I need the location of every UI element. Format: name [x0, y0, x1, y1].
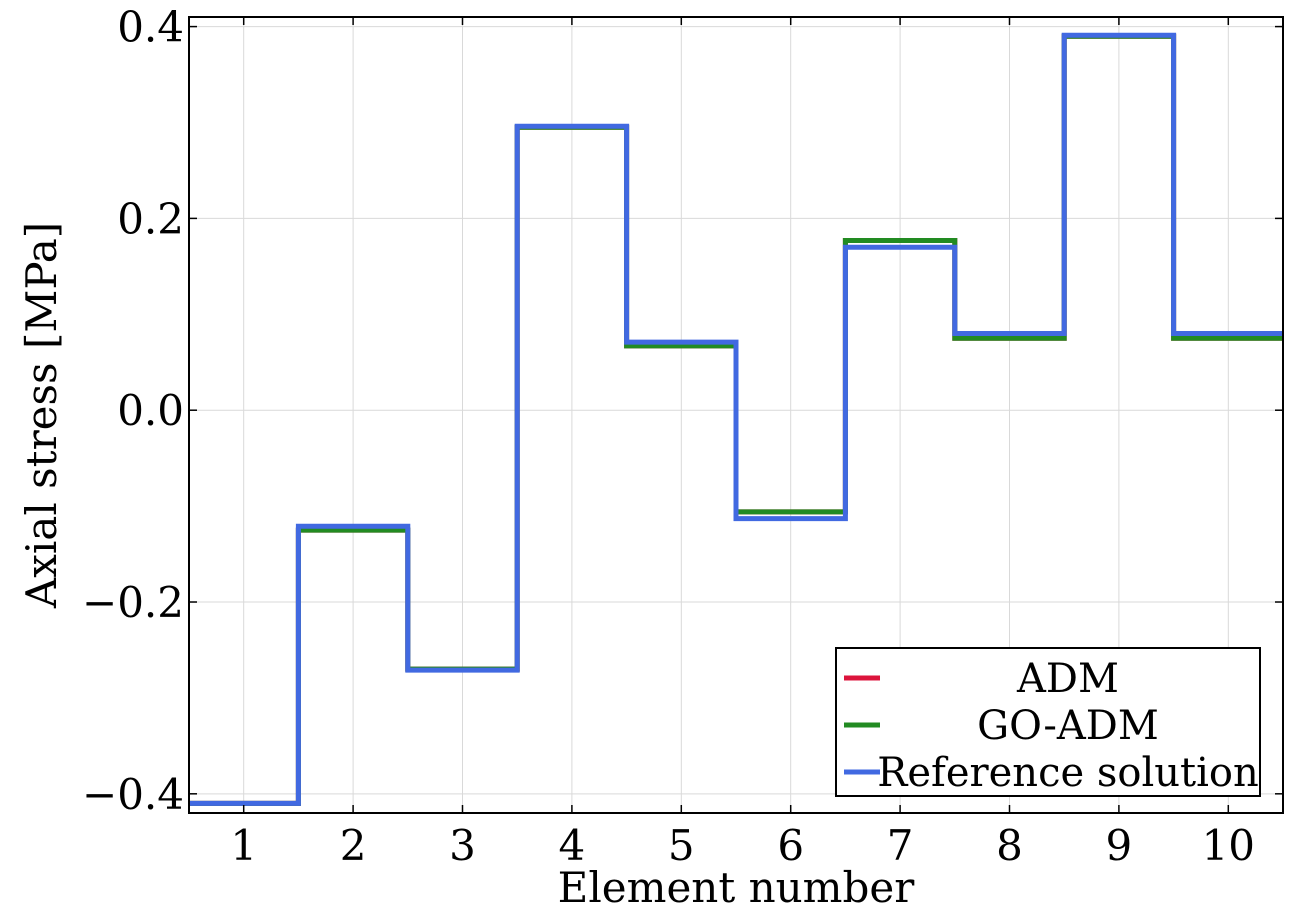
legend-label: ADM	[1016, 656, 1119, 702]
x-tick-label: 4	[559, 821, 586, 870]
y-tick-label: −0.2	[82, 578, 184, 627]
legend-box	[835, 647, 1261, 797]
x-tick-label: 8	[996, 821, 1023, 870]
x-tick-label: 6	[777, 821, 804, 870]
y-tick-label: 0.2	[117, 194, 184, 243]
legend-label: GO-ADM	[977, 703, 1159, 749]
x-axis-title: Element number	[558, 863, 916, 912]
x-tick-label: 5	[668, 821, 695, 870]
x-tick-label: 1	[230, 821, 257, 870]
y-tick-label: −0.4	[82, 770, 184, 819]
plot-frame	[188, 16, 1284, 814]
ticks	[189, 17, 1283, 813]
x-tick-label: 3	[449, 821, 476, 870]
x-tick-label: 7	[887, 821, 914, 870]
legend-label: Reference solution	[877, 750, 1258, 796]
y-tick-label: 0.4	[117, 3, 184, 52]
x-tick-label: 9	[1106, 821, 1133, 870]
x-tick-label: 10	[1202, 821, 1255, 870]
series-lines	[189, 32, 1283, 806]
series-line-reference-solution	[189, 32, 1283, 806]
y-axis-title: Axial stress [MPa]	[17, 222, 66, 609]
x-tick-label: 2	[340, 821, 367, 870]
tick-labels: 1 2 3 4 5 6 7 8 9 10 −0.4 −0.2 0.0 0.2 0.4	[82, 3, 1255, 870]
y-tick-label: 0.0	[117, 386, 184, 435]
